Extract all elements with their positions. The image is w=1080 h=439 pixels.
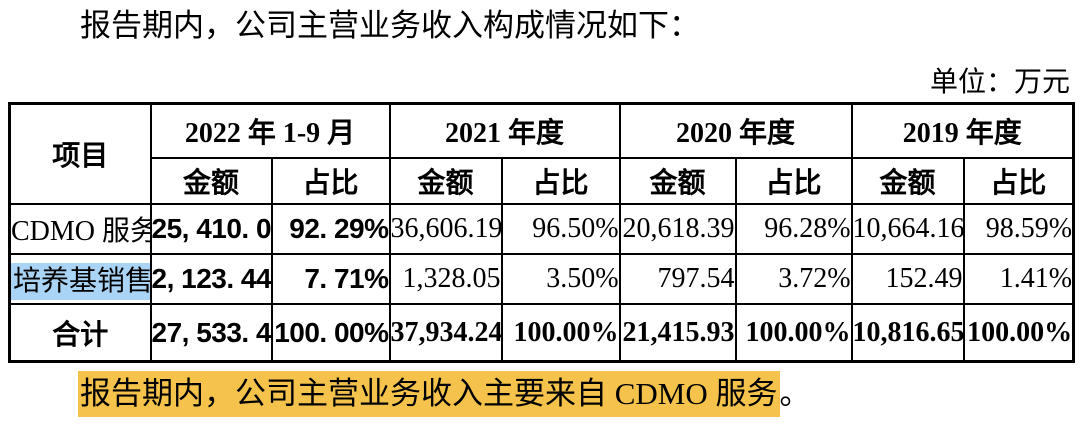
amount-cell: 37,934.24	[388, 302, 503, 363]
ratio-cell: 98.59%	[962, 202, 1075, 255]
footer-paragraph: 报告期内，公司主营业务收入主要来自 CDMO 服务。	[78, 371, 1072, 418]
subheader-ratio-2019: 占比	[962, 156, 1075, 205]
amount-cell: 10,816.65	[850, 302, 965, 363]
ratio-cell: 100.00%	[500, 302, 621, 363]
subheader-amount-2020: 金额	[618, 156, 737, 205]
column-header-2020: 2020 年度	[618, 102, 853, 159]
yellow-highlight: 报告期内，公司主营业务收入主要来自 CDMO 服务	[78, 371, 780, 418]
column-header-2021: 2021 年度	[388, 102, 621, 159]
subheader-amount-2022: 金额	[149, 156, 273, 205]
subheader-amount-2021: 金额	[388, 156, 503, 205]
row-label-cdmo: CDMO 服务	[8, 202, 152, 255]
intro-paragraph: 报告期内，公司主营业务收入构成情况如下：	[80, 8, 700, 43]
column-header-2022: 2022 年 1-9 月	[149, 102, 391, 159]
amount-cell: 36,606.19	[388, 202, 503, 255]
row-label-media-sales: 培养基销售	[8, 252, 152, 305]
column-header-item: 项目	[8, 102, 152, 205]
ratio-cell: 96.28%	[734, 202, 853, 255]
header-row-subcolumns: 金额 占比 金额 占比 金额 占比 金额 占比	[10, 156, 1075, 205]
ratio-cell: 92. 29%	[270, 202, 391, 255]
ratio-cell: 96.50%	[500, 202, 621, 255]
column-header-2019: 2019 年度	[850, 102, 1075, 159]
footer-suffix: 。	[779, 376, 811, 412]
subheader-amount-2019: 金额	[850, 156, 965, 205]
ratio-cell: 7. 71%	[270, 252, 391, 305]
revenue-composition-table: 项目 2022 年 1-9 月 2021 年度 2020 年度 2019 年度 …	[8, 102, 1076, 364]
ratio-cell: 100.00%	[734, 302, 853, 363]
amount-cell: 10,664.16	[850, 202, 965, 255]
table-row-total: 合计 27, 533. 48 100. 00% 37,934.24 100.00…	[8, 302, 1075, 363]
amount-cell: 27, 533. 48	[149, 302, 273, 363]
amount-cell: 797.54	[618, 252, 737, 305]
table-row-cdmo: CDMO 服务 25, 410. 04 92. 29% 36,606.19 96…	[8, 202, 1075, 255]
amount-cell: 152.49	[850, 252, 965, 305]
amount-cell: 2, 123. 44	[149, 252, 273, 305]
header-row-periods: 项目 2022 年 1-9 月 2021 年度 2020 年度 2019 年度	[8, 102, 1075, 205]
subheader-ratio-2020: 占比	[734, 156, 853, 205]
amount-cell: 20,618.39	[618, 202, 737, 255]
amount-cell: 25, 410. 04	[149, 202, 273, 255]
subheader-ratio-2022: 占比	[270, 156, 391, 205]
ratio-cell: 1.41%	[962, 252, 1075, 305]
amount-cell: 1,328.05	[388, 252, 503, 305]
ratio-cell: 3.72%	[734, 252, 853, 305]
amount-cell: 21,415.93	[618, 302, 737, 363]
table-row-media-sales: 培养基销售 2, 123. 44 7. 71% 1,328.05 3.50% 7…	[8, 252, 1075, 305]
row-label-total: 合计	[8, 302, 152, 363]
blue-highlight: 培养基销售	[11, 262, 149, 300]
subheader-ratio-2021: 占比	[500, 156, 621, 205]
ratio-cell: 100.00%	[962, 302, 1075, 363]
unit-label: 单位：万元	[929, 66, 1070, 98]
ratio-cell: 100. 00%	[270, 302, 391, 363]
ratio-cell: 3.50%	[500, 252, 621, 305]
